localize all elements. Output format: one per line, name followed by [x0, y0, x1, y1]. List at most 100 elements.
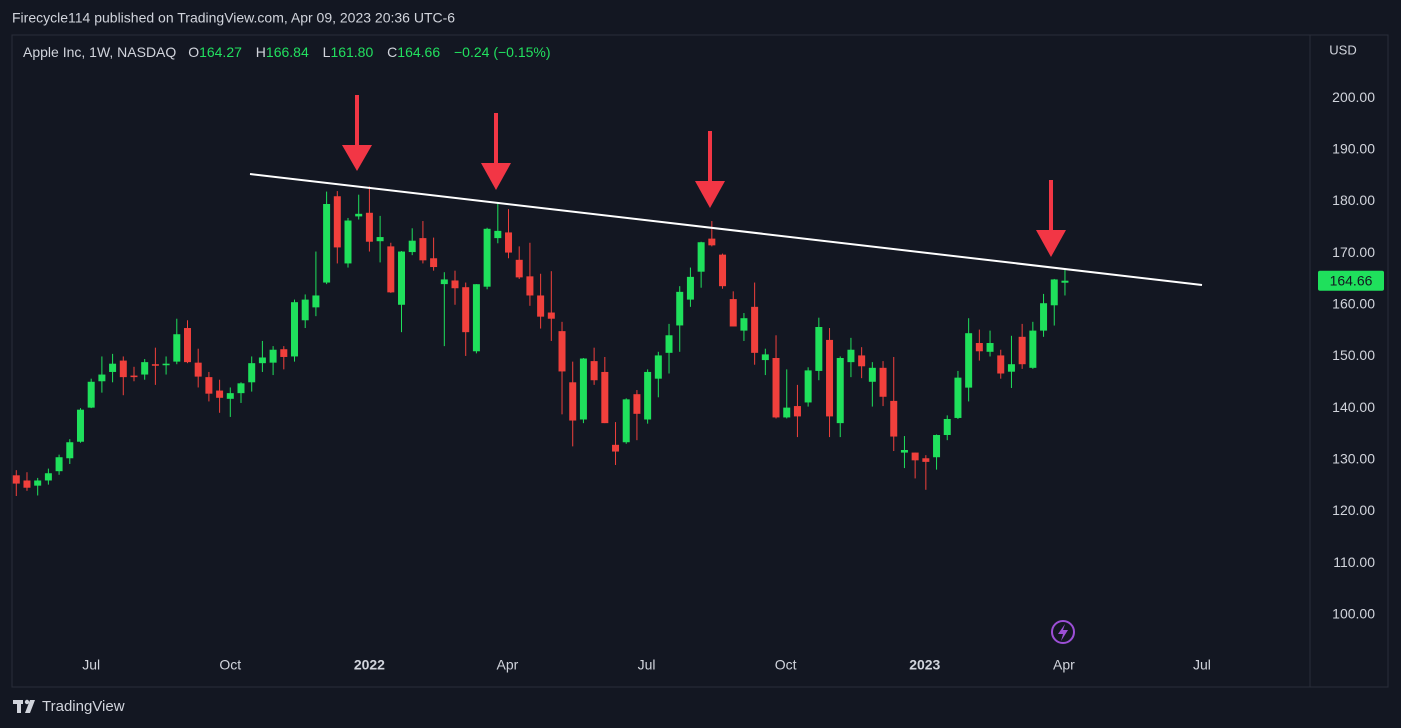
candle-body — [997, 355, 1005, 374]
candle-body — [665, 335, 673, 353]
candle-body — [783, 407, 791, 418]
candle-body — [622, 399, 630, 443]
alert-bolt[interactable] — [1058, 624, 1068, 641]
candle-body — [141, 362, 149, 375]
candle-body — [612, 444, 620, 452]
arrow-shaft — [355, 95, 359, 147]
y-tick-label: 150.00 — [1332, 347, 1375, 363]
candle-body — [66, 442, 74, 459]
candle-body — [365, 212, 373, 242]
y-tick-label: 120.00 — [1332, 502, 1375, 518]
candle-body — [676, 291, 684, 326]
candle-body — [761, 354, 769, 361]
x-tick-label: 2022 — [354, 657, 385, 673]
y-tick-label: 200.00 — [1332, 89, 1375, 105]
legend-symbol: Apple Inc, 1W, NASDAQ — [23, 44, 176, 60]
candle-body — [569, 382, 577, 421]
candle-body — [847, 349, 855, 363]
candle-body — [301, 299, 309, 321]
candle-body — [1018, 336, 1026, 365]
chart-frame — [11, 34, 1389, 688]
arrow-head — [695, 181, 725, 208]
candle-body — [194, 362, 202, 377]
candle-body — [472, 284, 480, 352]
candle-body — [23, 480, 31, 488]
alert-icon[interactable] — [1051, 620, 1075, 644]
candle-body — [751, 306, 759, 353]
candle-body — [826, 339, 834, 417]
candle-body — [515, 259, 523, 278]
candle-body — [1040, 303, 1048, 331]
candle-body — [419, 238, 427, 261]
candle-body — [965, 333, 973, 388]
candle-body — [151, 364, 159, 366]
y-tick-label: 140.00 — [1332, 399, 1375, 415]
candle-body — [12, 475, 20, 484]
candle-body — [408, 240, 416, 253]
candle-body — [483, 228, 491, 287]
candle-body — [1007, 364, 1015, 372]
candle-body — [183, 328, 191, 363]
candle-body — [526, 276, 534, 296]
plot: 100.00 110.00 120.00 130.00 140.00 150.00 160.… — [12, 89, 1375, 673]
candle-body — [772, 358, 780, 418]
candle-body — [986, 343, 994, 352]
candle-body — [290, 302, 298, 357]
candle-body — [579, 358, 587, 420]
currency: USD — [1329, 42, 1356, 57]
alert-circle[interactable] — [1051, 620, 1075, 644]
candle-body — [451, 280, 459, 289]
candle-body — [868, 367, 876, 382]
candle-body — [355, 213, 363, 217]
trend-line — [249, 173, 1203, 286]
candle-body — [922, 458, 930, 462]
candle-body — [34, 480, 42, 486]
arrow-shaft — [494, 113, 498, 165]
candle-body — [537, 295, 545, 317]
logo-part — [25, 700, 35, 713]
y-tick-label: 160.00 — [1332, 295, 1375, 311]
arrows — [342, 95, 1066, 257]
y-tick-label: 130.00 — [1332, 451, 1375, 467]
x-tick-label: 2023 — [909, 657, 940, 673]
legend-c-label: C — [387, 44, 397, 60]
last-price-tag — [1318, 270, 1384, 291]
candle-body — [708, 238, 716, 246]
x-tick-label: Jul — [82, 657, 100, 673]
candle-body — [943, 418, 951, 436]
candle-body — [376, 237, 384, 242]
candle-body — [312, 295, 320, 308]
tv-logo — [13, 699, 35, 713]
legend: Apple Inc, 1W, NASDAQ O164.27 H166.84 L1… — [23, 44, 551, 60]
x-tick-label: Jul — [638, 657, 656, 673]
logo-part — [17, 700, 21, 713]
legend-h-label: H — [256, 44, 266, 60]
candle-body — [815, 326, 823, 371]
candle-body — [558, 331, 566, 372]
candle-body — [87, 381, 95, 408]
candle-body — [269, 349, 277, 363]
candle-body — [697, 242, 705, 272]
candle-body — [258, 357, 266, 364]
candle-body — [44, 473, 52, 481]
arrow-shaft — [1049, 180, 1053, 232]
y-tick-label: 170.00 — [1332, 244, 1375, 260]
candle-body — [975, 343, 983, 352]
candle-body — [237, 383, 245, 394]
candle-body — [226, 393, 234, 399]
candle-body — [387, 246, 395, 293]
candle-body — [547, 312, 555, 319]
candle-body — [729, 299, 737, 327]
candle-body — [1029, 330, 1037, 368]
legend-l-label: L — [323, 44, 331, 60]
arrow-head — [481, 163, 511, 190]
candle-body — [505, 232, 513, 253]
candle-body — [1061, 280, 1069, 283]
candle-body — [55, 457, 63, 472]
candle-body — [686, 276, 694, 300]
y-tick-label: 190.00 — [1332, 140, 1375, 156]
y-tick-label: 100.00 — [1332, 606, 1375, 622]
candle-body — [344, 220, 352, 264]
x-tick-label: Apr — [1053, 657, 1075, 673]
